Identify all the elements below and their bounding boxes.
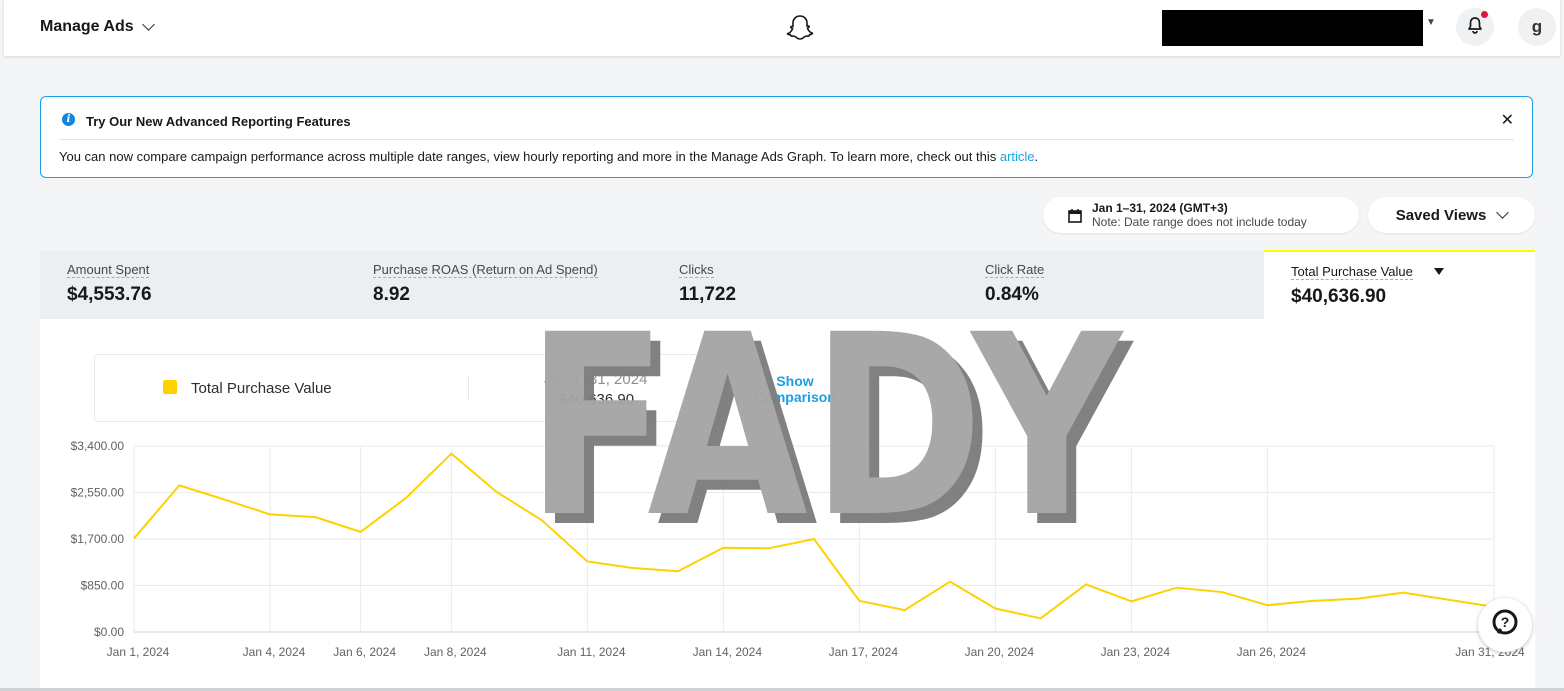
chevron-down-icon bbox=[141, 18, 155, 31]
legend-divider bbox=[468, 377, 469, 401]
calendar-icon bbox=[1068, 208, 1082, 228]
banner-body-text: You can now compare campaign performance… bbox=[59, 149, 1000, 164]
metric-value: 0.84% bbox=[985, 284, 1039, 305]
account-caret-icon[interactable]: ▼ bbox=[1426, 17, 1436, 28]
metric-value: $4,553.76 bbox=[67, 284, 152, 305]
metric-value: 11,722 bbox=[679, 284, 737, 305]
bell-icon bbox=[1466, 16, 1484, 39]
info-icon: i bbox=[62, 113, 75, 126]
snapchat-ghost-logo[interactable] bbox=[785, 13, 815, 48]
chevron-down-icon bbox=[1496, 206, 1510, 219]
date-range-picker[interactable]: Jan 1–31, 2024 (GMT+3) Note: Date range … bbox=[1043, 197, 1359, 233]
notification-dot bbox=[1481, 11, 1488, 18]
metric-label: Amount Spent bbox=[67, 262, 150, 278]
close-icon[interactable]: ✕ bbox=[1500, 112, 1514, 129]
app-menu-label: Manage Ads bbox=[40, 18, 134, 35]
metric-amount-spent[interactable]: Amount Spent $4,553.76 bbox=[40, 250, 346, 319]
banner-divider bbox=[59, 139, 1514, 140]
avatar-initial: g bbox=[1531, 17, 1543, 36]
metric-clicks[interactable]: Clicks 11,722 bbox=[652, 250, 958, 319]
notifications-button[interactable] bbox=[1456, 8, 1494, 46]
saved-views-label: Saved Views bbox=[1395, 206, 1487, 224]
help-button[interactable]: ? bbox=[1478, 598, 1532, 652]
user-avatar[interactable]: g bbox=[1518, 8, 1556, 46]
banner-title: Try Our New Advanced Reporting Features bbox=[86, 114, 351, 129]
metric-label: Click Rate bbox=[985, 262, 1045, 278]
watermark-logo: FADY bbox=[526, 281, 1126, 572]
date-range-note: Note: Date range does not include today bbox=[1092, 215, 1307, 229]
legend-date-range: Jan 1–31, 2024 bbox=[544, 371, 648, 388]
saved-views-button[interactable]: Saved Views bbox=[1368, 197, 1535, 233]
redacted-account-selector[interactable] bbox=[1162, 10, 1423, 46]
metric-label: Purchase ROAS (Return on Ad Spend) bbox=[373, 262, 598, 278]
banner-body: You can now compare campaign performance… bbox=[59, 149, 1038, 164]
series-swatch bbox=[163, 380, 177, 394]
metric-total-purchase-value[interactable]: Total Purchase Value $40,636.90 bbox=[1264, 250, 1535, 320]
bottom-scroll-edge bbox=[0, 688, 1564, 691]
help-icon: ? bbox=[1490, 608, 1520, 643]
legend-series-label: Total Purchase Value bbox=[191, 380, 332, 397]
manage-ads-menu[interactable]: Manage Ads bbox=[40, 18, 155, 36]
info-banner: i Try Our New Advanced Reporting Feature… bbox=[40, 96, 1533, 178]
banner-body-end: . bbox=[1034, 149, 1039, 164]
metric-label: Clicks bbox=[679, 262, 714, 278]
metric-label: Total Purchase Value bbox=[1291, 264, 1413, 280]
legend-total: $40,636.90 bbox=[559, 391, 635, 408]
date-range-label: Jan 1–31, 2024 (GMT+3) bbox=[1092, 201, 1228, 215]
dropdown-triangle-icon[interactable] bbox=[1434, 268, 1444, 275]
show-comparison-button[interactable]: Show Comparison bbox=[754, 373, 836, 405]
metric-click-rate[interactable]: Click Rate 0.84% bbox=[958, 250, 1264, 319]
svg-text:?: ? bbox=[1501, 614, 1510, 630]
metric-tabs: Amount Spent $4,553.76 Purchase ROAS (Re… bbox=[40, 250, 1535, 320]
legend-card: Total Purchase Value Jan 1–31, 2024 $40,… bbox=[94, 354, 725, 422]
metric-purchase-roas[interactable]: Purchase ROAS (Return on Ad Spend) 8.92 bbox=[346, 250, 652, 319]
metric-value: $40,636.90 bbox=[1291, 286, 1387, 307]
top-bar: Manage Ads ▼ g bbox=[4, 0, 1560, 56]
metric-value: 8.92 bbox=[373, 284, 410, 305]
article-link[interactable]: article bbox=[999, 149, 1035, 164]
